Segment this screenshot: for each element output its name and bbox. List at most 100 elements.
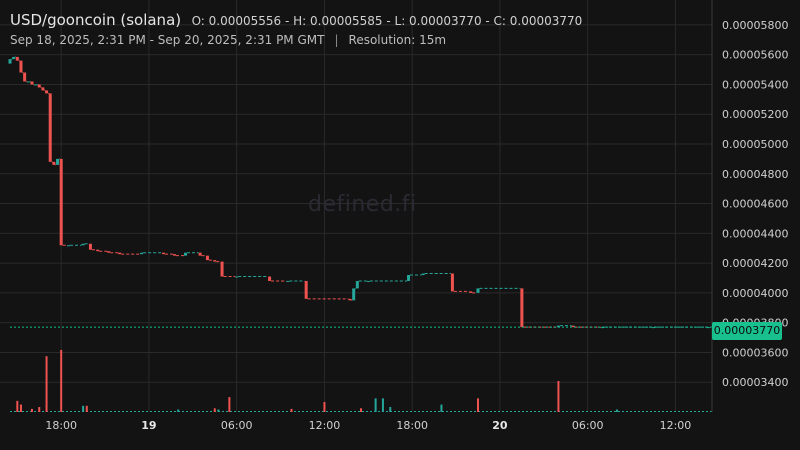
candle: [268, 276, 272, 281]
volume-bar: [615, 409, 618, 412]
chart-header: USD/gooncoin (solana) O: 0.00005556 - H:…: [10, 11, 582, 29]
candle: [8, 59, 12, 64]
volume-bar: [477, 398, 479, 412]
candle: [45, 90, 49, 94]
resolution-label: Resolution: 15m: [348, 33, 447, 47]
candle: [30, 81, 34, 85]
volume-bar: [217, 409, 220, 412]
x-tick-label: 18:00: [45, 419, 77, 432]
candle: [41, 87, 45, 91]
separator: |: [334, 33, 339, 47]
volume-bar: [228, 397, 231, 412]
candle: [556, 325, 560, 328]
date-range: Sep 18, 2025, 2:31 PM - Sep 20, 2025, 2:…: [10, 33, 325, 47]
candle: [140, 252, 144, 255]
candle: [34, 84, 38, 86]
y-tick-label: 0.00005400: [722, 78, 788, 91]
volume-bar: [16, 400, 19, 412]
candle: [67, 245, 70, 247]
candlestick-series: [8, 56, 711, 329]
x-tick-label: 18:00: [396, 419, 428, 432]
y-tick-label: 0.00004200: [722, 257, 788, 270]
candle: [26, 81, 30, 83]
y-tick-label: 0.00005200: [722, 108, 788, 121]
candle: [407, 275, 411, 281]
candle: [48, 93, 52, 162]
volume-bars: [10, 350, 712, 412]
candle: [348, 298, 352, 301]
volume-bar: [19, 404, 22, 412]
candle: [59, 158, 63, 246]
y-tick-label: 0.00005600: [722, 49, 788, 62]
y-tick-label: 0.00004600: [722, 198, 788, 211]
candle: [205, 255, 209, 261]
candle: [88, 243, 92, 250]
candle: [96, 249, 100, 252]
candle: [15, 56, 19, 61]
x-tick-label: 12:00: [309, 419, 341, 432]
candle: [213, 260, 217, 262]
candle: [352, 288, 356, 301]
candle: [56, 158, 60, 165]
volume-bar: [82, 405, 85, 412]
candle: [421, 273, 425, 276]
candle: [19, 60, 23, 73]
candle: [81, 243, 85, 246]
ohlc-readout: O: 0.00005556 - H: 0.00005585 - L: 0.000…: [191, 14, 583, 28]
candle: [366, 280, 370, 282]
candle: [37, 84, 41, 88]
x-tick-label: 19: [141, 419, 156, 432]
y-tick-label: 0.00003400: [722, 376, 788, 389]
volume-bar: [389, 407, 392, 412]
volume-bar: [85, 405, 88, 412]
candle: [520, 288, 524, 328]
y-axis: 0.000034000.000036000.000038000.00004000…: [722, 19, 788, 389]
y-tick-label: 0.00004800: [722, 168, 788, 181]
y-tick-label: 0.00003600: [722, 346, 788, 359]
volume-bar: [557, 381, 560, 412]
volume-bar: [290, 408, 293, 412]
volume-bar: [213, 408, 216, 412]
candle: [173, 254, 177, 256]
candle: [162, 252, 166, 255]
volume-bar: [177, 409, 180, 412]
y-tick-label: 0.00004400: [722, 227, 788, 240]
x-tick-label: 12:00: [660, 419, 692, 432]
candle: [118, 252, 122, 255]
candle: [706, 327, 710, 329]
chart-subheader: Sep 18, 2025, 2:31 PM - Sep 20, 2025, 2:…: [10, 33, 446, 47]
candle: [476, 288, 480, 293]
candle: [52, 161, 56, 165]
volume-bar: [60, 350, 63, 412]
y-tick-label: 0.00005800: [722, 19, 788, 32]
pair-title: USD/gooncoin (solana): [10, 11, 182, 29]
candle: [12, 56, 16, 60]
volume-bar: [440, 404, 443, 412]
volume-bar: [381, 398, 384, 412]
candle: [652, 327, 655, 329]
candle: [220, 261, 224, 277]
volume-bar: [45, 356, 48, 412]
volume-bar: [374, 398, 377, 412]
volume-bar: [323, 402, 326, 412]
candle: [23, 72, 27, 82]
candle: [571, 325, 575, 328]
y-tick-label: 0.00004000: [722, 287, 788, 300]
candle: [235, 276, 239, 278]
candle: [286, 280, 290, 282]
candle: [198, 252, 202, 256]
watermark: defined.fi: [308, 192, 417, 217]
y-tick-label: 0.00005000: [722, 138, 788, 151]
candle: [184, 252, 187, 256]
x-tick-label: 20: [492, 419, 508, 432]
candle: [450, 273, 454, 292]
volume-bar: [38, 407, 41, 412]
volume-bar: [360, 408, 362, 412]
x-axis: 18:00 19 06:00 12:00 18:00 20 06:00 12:00: [45, 419, 691, 432]
candle: [304, 280, 308, 299]
x-tick-label: 06:00: [572, 419, 604, 432]
x-tick-label: 06:00: [221, 419, 253, 432]
candle: [355, 280, 359, 289]
volume-bar: [30, 408, 33, 412]
